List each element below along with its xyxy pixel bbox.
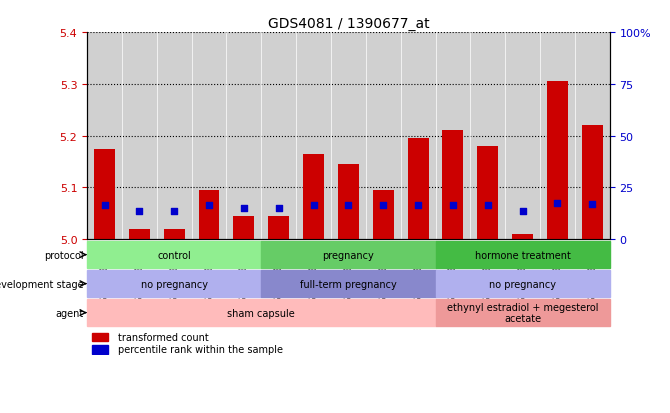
Point [343, 203, 354, 209]
Bar [442, 131, 464, 240]
Bar [338, 165, 359, 240]
Bar [87, 242, 261, 268]
Bar [233, 216, 255, 240]
Point [552, 200, 563, 206]
Bar [87, 271, 261, 297]
Bar [163, 229, 185, 240]
Text: development stage: development stage [0, 279, 84, 289]
Text: agent: agent [56, 308, 84, 318]
Text: sham capsule: sham capsule [227, 308, 295, 318]
Text: transformed count: transformed count [119, 332, 209, 342]
Point [482, 203, 493, 209]
Bar [436, 242, 610, 268]
Point [517, 208, 528, 214]
Text: percentile rank within the sample: percentile rank within the sample [119, 344, 283, 355]
Bar [94, 149, 115, 240]
Text: ethynyl estradiol + megesterol
acetate: ethynyl estradiol + megesterol acetate [447, 302, 598, 324]
Point [587, 201, 598, 208]
Point [204, 203, 214, 209]
Point [169, 208, 180, 214]
Bar [582, 126, 603, 240]
Bar [436, 299, 610, 326]
Bar [129, 229, 150, 240]
Point [134, 208, 145, 214]
Text: no pregnancy: no pregnancy [141, 279, 208, 289]
Point [308, 203, 319, 209]
Point [273, 205, 284, 212]
Bar [198, 190, 220, 240]
Bar [373, 190, 394, 240]
Text: no pregnancy: no pregnancy [489, 279, 556, 289]
Text: protocol: protocol [44, 250, 84, 260]
Point [413, 203, 423, 209]
Bar [407, 139, 429, 240]
Bar [477, 147, 498, 240]
Bar [303, 154, 324, 240]
Point [99, 203, 110, 209]
Bar [261, 242, 436, 268]
Bar [436, 271, 610, 297]
Text: control: control [157, 250, 191, 260]
Text: pregnancy: pregnancy [322, 250, 375, 260]
Bar [547, 82, 568, 240]
Bar [268, 216, 289, 240]
Text: hormone treatment: hormone treatment [474, 250, 571, 260]
Bar [92, 333, 108, 342]
Point [448, 203, 458, 209]
Text: full-term pregnancy: full-term pregnancy [300, 279, 397, 289]
Bar [87, 299, 436, 326]
Bar [92, 345, 108, 354]
Point [378, 203, 389, 209]
Title: GDS4081 / 1390677_at: GDS4081 / 1390677_at [267, 17, 429, 31]
Bar [261, 271, 436, 297]
Bar [512, 234, 533, 240]
Point [239, 205, 249, 212]
